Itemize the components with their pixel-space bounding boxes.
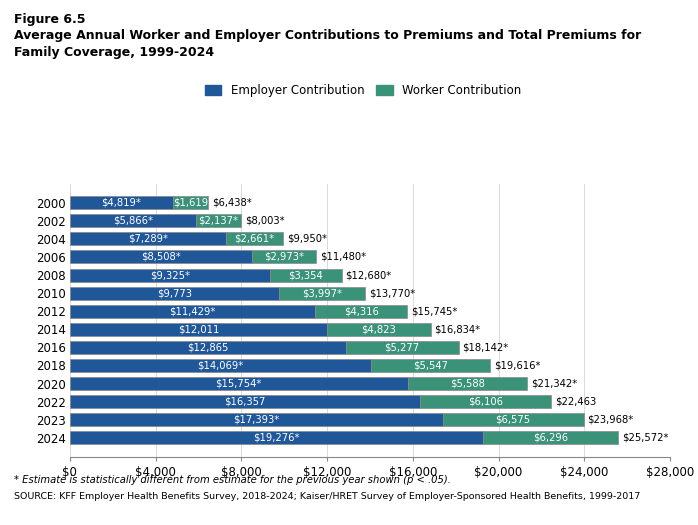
Legend: Employer Contribution, Worker Contribution: Employer Contribution, Worker Contributi… — [200, 79, 526, 102]
Text: $2,661*: $2,661* — [235, 234, 274, 244]
Text: $6,438*: $6,438* — [211, 198, 251, 208]
Text: $12,011: $12,011 — [178, 324, 219, 334]
Text: SOURCE: KFF Employer Health Benefits Survey, 2018-2024; Kaiser/HRET Survey of Em: SOURCE: KFF Employer Health Benefits Sur… — [14, 492, 640, 501]
Bar — [70, 287, 279, 300]
Text: $19,616*: $19,616* — [494, 361, 541, 371]
Text: $16,834*: $16,834* — [435, 324, 481, 334]
Text: $14,069*: $14,069* — [198, 361, 244, 371]
Text: $12,680*: $12,680* — [346, 270, 392, 280]
Bar — [70, 377, 408, 390]
Bar — [70, 196, 173, 209]
Bar — [252, 250, 316, 264]
Text: * Estimate is statistically different from estimate for the previous year shown : * Estimate is statistically different fr… — [14, 475, 451, 485]
Bar — [408, 377, 528, 390]
Text: $19,276*: $19,276* — [253, 433, 299, 443]
Bar — [173, 196, 208, 209]
Text: $9,325*: $9,325* — [150, 270, 190, 280]
Text: $16,357: $16,357 — [225, 397, 266, 407]
Text: $8,003*: $8,003* — [245, 216, 285, 226]
Text: $12,865: $12,865 — [187, 342, 228, 352]
Bar — [70, 304, 315, 318]
Text: $7,289*: $7,289* — [128, 234, 168, 244]
Bar — [371, 359, 490, 372]
Text: $17,393*: $17,393* — [233, 415, 279, 425]
Text: $25,572*: $25,572* — [622, 433, 669, 443]
Text: $21,342*: $21,342* — [531, 379, 577, 388]
Text: Figure 6.5: Figure 6.5 — [14, 13, 85, 26]
Text: $23,968*: $23,968* — [588, 415, 634, 425]
Text: $22,463: $22,463 — [555, 397, 597, 407]
Text: $11,429*: $11,429* — [169, 306, 216, 316]
Text: $5,277: $5,277 — [385, 342, 419, 352]
Bar — [70, 233, 226, 245]
Text: $6,296: $6,296 — [533, 433, 568, 443]
Text: $5,866*: $5,866* — [112, 216, 153, 226]
Bar — [226, 233, 283, 245]
Text: Average Annual Worker and Employer Contributions to Premiums and Total Premiums : Average Annual Worker and Employer Contr… — [14, 29, 641, 42]
Bar — [70, 268, 269, 281]
Text: $6,575: $6,575 — [496, 415, 530, 425]
Text: $4,316: $4,316 — [343, 306, 378, 316]
Text: $6,106: $6,106 — [468, 397, 503, 407]
Text: $9,773: $9,773 — [157, 288, 192, 298]
Bar — [70, 250, 252, 264]
Text: $4,819*: $4,819* — [101, 198, 142, 208]
Bar — [70, 413, 443, 426]
Bar — [70, 359, 371, 372]
Bar — [70, 341, 346, 354]
Bar — [70, 214, 195, 227]
Text: $3,354: $3,354 — [288, 270, 323, 280]
Bar — [346, 341, 459, 354]
Text: $1,619: $1,619 — [173, 198, 208, 208]
Text: $5,588: $5,588 — [450, 379, 485, 388]
Bar — [327, 323, 431, 336]
Bar — [70, 432, 483, 444]
Bar — [315, 304, 408, 318]
Bar — [70, 323, 327, 336]
Text: Family Coverage, 1999-2024: Family Coverage, 1999-2024 — [14, 46, 214, 59]
Text: $4,823: $4,823 — [362, 324, 396, 334]
Bar — [269, 268, 341, 281]
Text: $13,770*: $13,770* — [369, 288, 415, 298]
Bar — [70, 395, 420, 408]
Text: $15,745*: $15,745* — [411, 306, 458, 316]
Text: $8,508*: $8,508* — [141, 252, 181, 262]
Bar — [483, 432, 618, 444]
Bar — [420, 395, 551, 408]
Text: $18,142*: $18,142* — [463, 342, 509, 352]
Bar — [195, 214, 242, 227]
Text: $2,973*: $2,973* — [264, 252, 304, 262]
Text: $3,997*: $3,997* — [302, 288, 342, 298]
Text: $5,547: $5,547 — [413, 361, 448, 371]
Text: $15,754*: $15,754* — [216, 379, 262, 388]
Text: $2,137*: $2,137* — [198, 216, 239, 226]
Bar — [443, 413, 584, 426]
Text: $9,950*: $9,950* — [287, 234, 327, 244]
Bar — [279, 287, 365, 300]
Text: $11,480*: $11,480* — [320, 252, 366, 262]
